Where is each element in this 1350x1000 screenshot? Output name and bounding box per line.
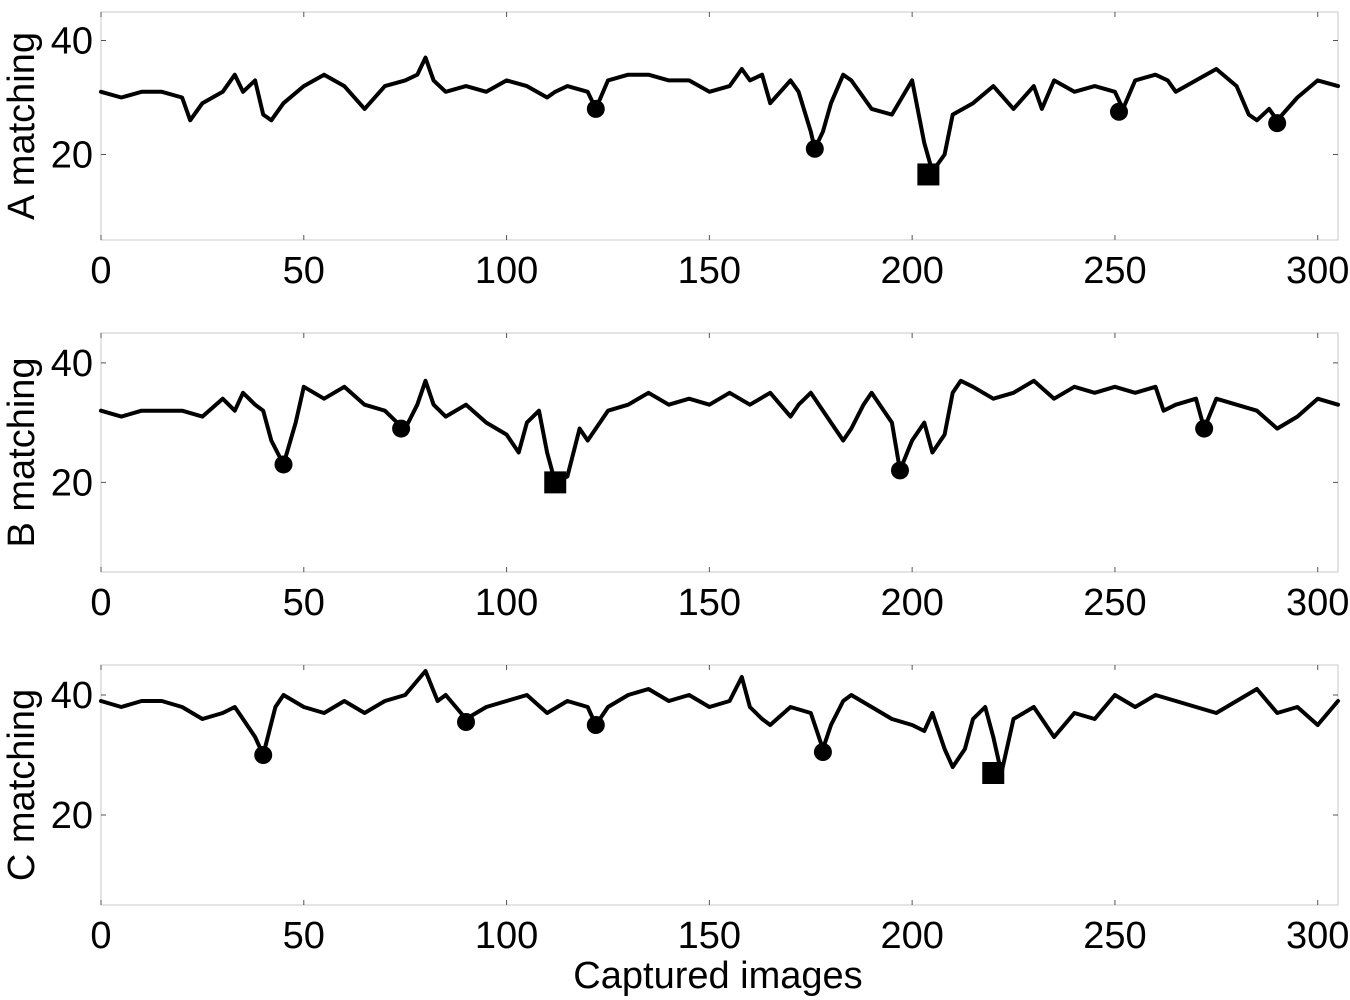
panel-c-x-tick-label: 250 (1083, 915, 1146, 957)
panel-c-x-tick-label: 100 (475, 915, 538, 957)
panel-a-y-tick-label: 20 (51, 135, 93, 177)
panel-a-square-marker (917, 163, 940, 186)
panel-c-x-tick-label: 150 (678, 915, 741, 957)
panel-b-circle-marker (392, 419, 411, 438)
panel-a-x-tick-label: 200 (880, 250, 943, 292)
panel-b-frame (100, 332, 1339, 573)
panel-a-y-tick-label: 40 (51, 21, 93, 63)
panel-c: 0 50 100 150 200 250 300 20 40C matching (1, 664, 1349, 957)
panel-c-x-tick-label: 50 (283, 915, 325, 957)
panel-c-frame (100, 664, 1339, 906)
panel-a-frame (100, 11, 1339, 241)
panel-c-series-line (99, 669, 1340, 775)
panel-b-circle-marker (1195, 419, 1214, 438)
panel-a-x-tick-label: 250 (1083, 250, 1146, 292)
panel-b-y-axis-title: B matching (1, 357, 43, 547)
panel-c-x-tick-label: 0 (90, 915, 111, 957)
panel-b-x-tick-label: 50 (283, 582, 325, 624)
panel-b: 0 50 100 150 200 250 300 20 40B matching (1, 332, 1349, 624)
panel-c-circle-marker (254, 746, 273, 764)
panel-c-y-axis-title: C matching (1, 689, 43, 881)
panel-b-y-tick-label: 40 (51, 343, 93, 385)
panel-b-x-tick-label: 200 (880, 582, 943, 624)
panel-c-y-tick-label: 40 (51, 675, 93, 717)
panel-a-circle-marker (586, 99, 605, 118)
panel-b-x-tick-label: 300 (1286, 582, 1349, 624)
panel-b-y-tick-label: 20 (51, 462, 93, 504)
panel-b-x-tick-label: 0 (90, 582, 111, 624)
panel-a-circle-marker (805, 139, 824, 158)
panel-b-circle-marker (274, 455, 293, 474)
panel-c-square-marker (982, 762, 1005, 784)
panel-a-circle-marker (1109, 102, 1128, 121)
panel-a-x-tick-label: 50 (283, 250, 325, 292)
panel-a-series-line (99, 55, 1340, 174)
panel-a-y-axis-title: A matching (1, 32, 43, 220)
panel-a-x-tick-label: 100 (475, 250, 538, 292)
panel-b-circle-marker (890, 461, 909, 480)
panel-c-x-tick-label: 300 (1286, 915, 1349, 957)
panel-a-circle-marker (1268, 114, 1287, 133)
panel-a-x-tick-label: 150 (678, 250, 741, 292)
panel-c-circle-marker (813, 743, 832, 761)
panel-b-x-tick-label: 250 (1083, 582, 1146, 624)
panel-c-x-tick-label: 200 (880, 915, 943, 957)
panel-a-x-tick-label: 0 (90, 250, 111, 292)
panel-a-x-tick-label: 300 (1286, 250, 1349, 292)
panel-b-x-tick-label: 150 (678, 582, 741, 624)
panel-c-circle-marker (586, 716, 605, 734)
x-axis-title: Captured images (573, 955, 862, 997)
panel-c-y-tick-label: 20 (51, 795, 93, 837)
panel-b-square-marker (544, 471, 567, 494)
panel-a: 0 50 100 150 200 250 300 20 40A matching (1, 11, 1349, 292)
panel-b-x-tick-label: 100 (475, 582, 538, 624)
panel-c-circle-marker (457, 713, 476, 731)
panel-b-series-line (99, 378, 1340, 485)
